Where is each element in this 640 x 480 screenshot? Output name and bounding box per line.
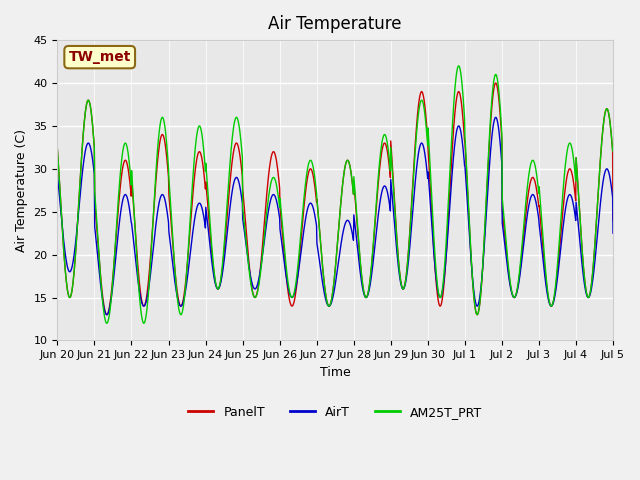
AirT	[103, 312, 111, 318]
PanelT	[603, 106, 611, 112]
Line: PanelT: PanelT	[58, 83, 613, 315]
PanelT	[474, 312, 481, 318]
AM25T_PRT	[609, 146, 617, 152]
PanelT	[140, 303, 148, 309]
Line: AM25T_PRT: AM25T_PRT	[58, 66, 613, 323]
AirT	[310, 210, 318, 216]
AirT	[609, 230, 617, 236]
PanelT	[548, 302, 556, 308]
PanelT	[54, 146, 61, 152]
AirT	[603, 166, 611, 172]
AM25T_PRT	[141, 319, 148, 325]
AirT	[54, 172, 61, 178]
PanelT	[310, 178, 318, 183]
PanelT	[321, 283, 328, 288]
AM25T_PRT	[467, 247, 475, 253]
AM25T_PRT	[310, 172, 318, 178]
Legend: PanelT, AirT, AM25T_PRT: PanelT, AirT, AM25T_PRT	[183, 401, 487, 424]
AirT	[467, 247, 474, 253]
AM25T_PRT	[140, 320, 148, 326]
AM25T_PRT	[455, 63, 463, 69]
Text: TW_met: TW_met	[68, 50, 131, 64]
X-axis label: Time: Time	[320, 366, 351, 379]
AirT	[492, 114, 500, 120]
AM25T_PRT	[548, 302, 556, 308]
AirT	[548, 302, 556, 308]
Title: Air Temperature: Air Temperature	[268, 15, 402, 33]
AirT	[321, 293, 329, 299]
Line: AirT: AirT	[58, 117, 613, 315]
PanelT	[492, 80, 500, 86]
AM25T_PRT	[321, 286, 329, 292]
PanelT	[466, 236, 474, 242]
PanelT	[609, 217, 617, 223]
AirT	[141, 303, 148, 309]
AM25T_PRT	[603, 106, 611, 112]
Y-axis label: Air Temperature (C): Air Temperature (C)	[15, 129, 28, 252]
AM25T_PRT	[54, 146, 61, 152]
